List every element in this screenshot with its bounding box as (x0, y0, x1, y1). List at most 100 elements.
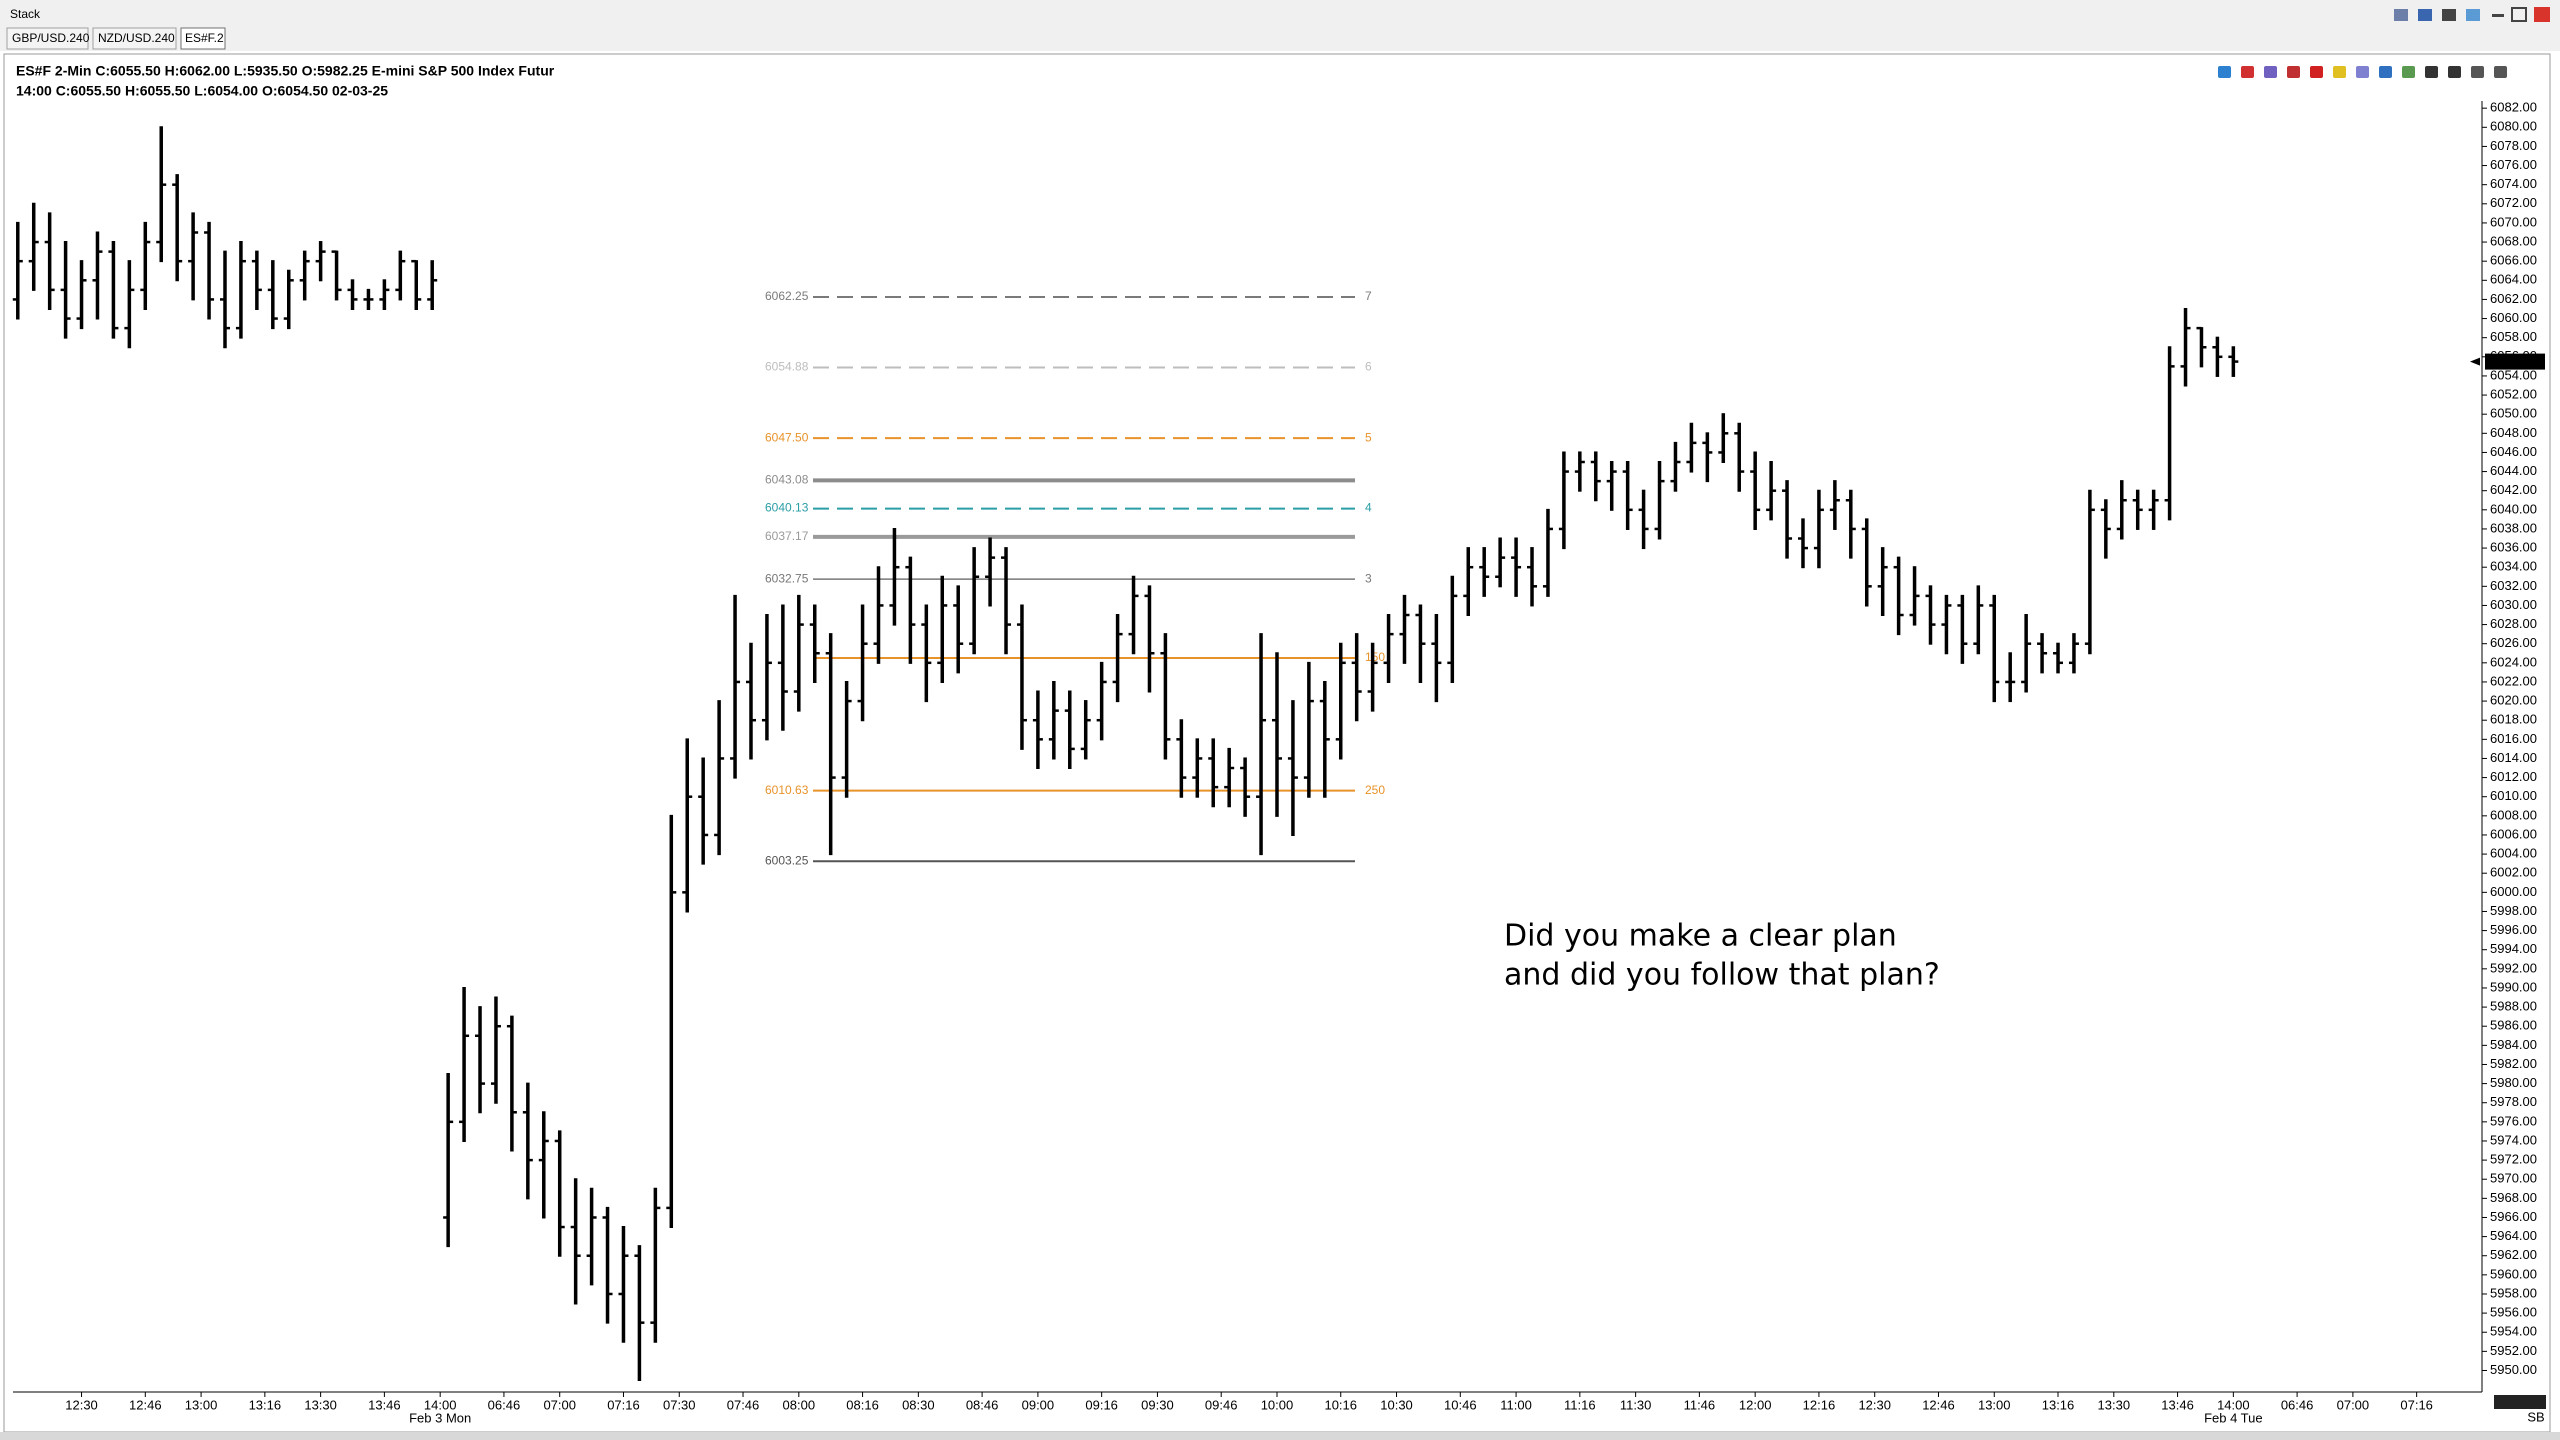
y-tick-label: 6082.00 (2490, 100, 2537, 115)
x-tick-label: 12:30 (1858, 1397, 1891, 1412)
toolbar-icon[interactable] (2466, 9, 2480, 21)
price-bar (2100, 499, 2111, 559)
price-bar (1941, 594, 1952, 655)
level-tag: 250 (1365, 783, 1385, 797)
price-bar (60, 241, 71, 339)
y-tick-label: 5980.00 (2490, 1075, 2537, 1090)
price-bar (1558, 451, 1569, 550)
price-bar (92, 231, 103, 320)
y-tick-label: 6010.00 (2490, 788, 2537, 803)
y-tick-label: 5968.00 (2490, 1190, 2537, 1205)
toolbar-icon[interactable] (2287, 66, 2300, 78)
price-bar (1383, 614, 1394, 683)
price-bar (411, 259, 422, 310)
x-tick-label: 10:46 (1444, 1397, 1477, 1412)
price-bar (825, 633, 836, 856)
x-tick-label: 14:00 (424, 1397, 457, 1412)
price-bar (395, 250, 406, 301)
x-tick-label: 14:00 (2217, 1397, 2250, 1412)
tab-label[interactable]: ES#F.2 (185, 31, 224, 45)
tab[interactable]: ES#F.2 (180, 27, 226, 50)
price-bar (1271, 652, 1282, 817)
price-bar (1654, 461, 1665, 540)
price-bar (1240, 757, 1251, 817)
x-tick-label: 13:46 (2161, 1397, 2194, 1412)
x-tick-label: 08:30 (902, 1397, 935, 1412)
y-tick-label: 5986.00 (2490, 1018, 2537, 1033)
level-label: 6003.25 (765, 853, 809, 867)
toolbar-icon[interactable] (2356, 66, 2369, 78)
toolbar-icon[interactable] (2264, 66, 2277, 78)
y-tick-label: 6018.00 (2490, 712, 2537, 727)
toolbar-icon[interactable] (2448, 66, 2461, 78)
y-tick-label: 6002.00 (2490, 865, 2537, 880)
price-bar (219, 250, 230, 349)
price-bar (1925, 585, 1936, 645)
price-bar (809, 604, 820, 683)
price-bar (1080, 700, 1091, 760)
y-tick-label: 6030.00 (2490, 597, 2537, 612)
price-bar (1829, 480, 1840, 530)
y-tick-label: 5988.00 (2490, 999, 2537, 1014)
price-bar (1463, 547, 1474, 617)
toolbar-icon[interactable] (2494, 66, 2507, 78)
y-tick-label: 5958.00 (2490, 1285, 2537, 1300)
price-bar (698, 757, 709, 865)
y-tick-label: 6068.00 (2490, 233, 2537, 248)
toolbar-icon[interactable] (2394, 9, 2408, 21)
tab[interactable]: GBP/USD.240 (6, 27, 90, 50)
price-bar (714, 700, 725, 856)
annotation: and did you follow that plan? (1504, 958, 1940, 993)
price-bar (1797, 518, 1808, 569)
toolbar-icon[interactable] (2425, 66, 2438, 78)
toolbar-icon[interactable] (2310, 66, 2323, 78)
toolbar-icon[interactable] (2333, 66, 2346, 78)
toolbar-icon[interactable] (2471, 66, 2484, 78)
tab-frame[interactable] (180, 27, 226, 50)
price-bar (12, 221, 23, 320)
price-bar (156, 126, 167, 263)
y-tick-label: 5962.00 (2490, 1247, 2537, 1262)
toolbar-icon[interactable] (2218, 66, 2231, 78)
price-bar (985, 537, 996, 607)
price-bar (1176, 719, 1187, 798)
tab-label[interactable]: NZD/USD.240 (98, 31, 175, 45)
tab-frame[interactable] (6, 27, 89, 50)
maximize-button[interactable] (2511, 7, 2527, 22)
tab[interactable]: NZD/USD.240 (92, 27, 177, 50)
x-tick-label: 10:30 (1380, 1397, 1413, 1412)
price-bar (1734, 422, 1745, 492)
x-tick-label: 11:00 (1500, 1397, 1532, 1412)
price-bar (204, 221, 215, 320)
tab-frame[interactable] (92, 27, 177, 50)
level-label: 6040.13 (765, 501, 809, 515)
price-bar (1001, 547, 1012, 655)
toolbar-icon[interactable] (2379, 66, 2392, 78)
y-tick-label: 6070.00 (2490, 214, 2537, 229)
price-bar (1415, 604, 1426, 683)
toolbar-icon[interactable] (2442, 9, 2456, 21)
x-tick-label: 06:46 (488, 1397, 521, 1412)
price-bar (2084, 489, 2095, 655)
toolbar-icon[interactable] (2418, 9, 2432, 21)
price-bar (1128, 575, 1139, 655)
y-tick-label: 5950.00 (2490, 1362, 2537, 1377)
price-bar (1542, 508, 1553, 597)
toolbar-icon[interactable] (2241, 66, 2254, 78)
y-tick-label: 5954.00 (2490, 1324, 2537, 1339)
price-bar (1877, 547, 1888, 617)
tab-label[interactable]: GBP/USD.240 (12, 31, 90, 45)
price-bar (1893, 556, 1904, 636)
minimize-button[interactable] (2492, 14, 2504, 17)
x-tick-label: 11:30 (1620, 1397, 1652, 1412)
price-bar (905, 556, 916, 664)
price-bar (1032, 690, 1043, 770)
toolbar-icon[interactable] (2402, 66, 2415, 78)
scroll-indicator[interactable] (2494, 1395, 2546, 1409)
level-label: 6032.75 (765, 571, 809, 585)
price-bar (347, 279, 358, 310)
price-bar (1718, 413, 1729, 464)
price-bar (682, 738, 693, 913)
y-tick-label: 6074.00 (2490, 176, 2537, 191)
close-button[interactable] (2534, 7, 2550, 22)
